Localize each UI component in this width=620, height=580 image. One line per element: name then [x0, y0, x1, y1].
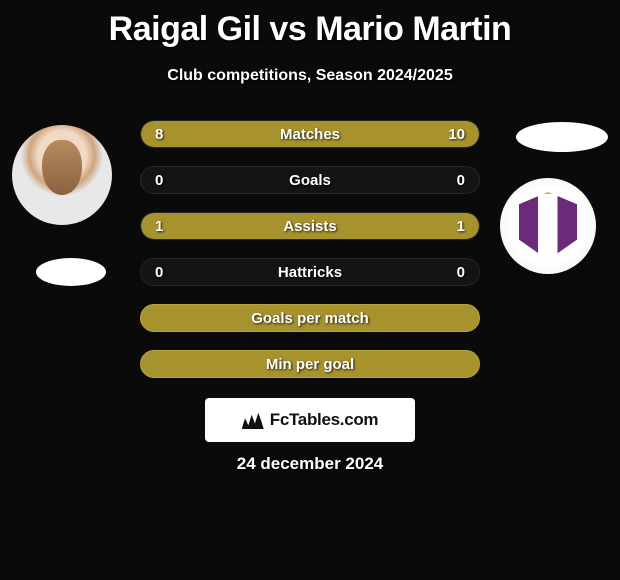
date-label: 24 december 2024 — [0, 454, 620, 474]
stat-label: Hattricks — [175, 264, 445, 281]
crest-shield-icon — [519, 192, 577, 260]
stat-label: Goals — [175, 172, 445, 189]
stat-label: Goals per match — [175, 310, 445, 327]
subtitle: Club competitions, Season 2024/2025 — [0, 67, 620, 85]
stat-row: 0Hattricks0 — [140, 258, 480, 286]
player-left-avatar — [12, 125, 112, 225]
player-left-club-badge — [36, 258, 106, 286]
player-right-name-badge — [516, 122, 608, 152]
stat-value-right: 10 — [445, 126, 465, 143]
watermark: FcTables.com — [205, 398, 415, 442]
player-right-club-crest — [500, 178, 596, 274]
stat-value-left: 0 — [155, 172, 175, 189]
stat-value-right: 0 — [445, 264, 465, 281]
stat-label: Matches — [175, 126, 445, 143]
stat-row: 1Assists1 — [140, 212, 480, 240]
watermark-text: FcTables.com — [270, 410, 379, 430]
stat-value-right: 0 — [445, 172, 465, 189]
stat-label: Assists — [175, 218, 445, 235]
stat-row: Goals per match — [140, 304, 480, 332]
stat-value-left: 0 — [155, 264, 175, 281]
stat-value-left: 8 — [155, 126, 175, 143]
stat-row: Min per goal — [140, 350, 480, 378]
stat-value-right: 1 — [445, 218, 465, 235]
page-title: Raigal Gil vs Mario Martin — [0, 0, 620, 49]
stats-comparison-list: 8Matches100Goals01Assists10Hattricks0Goa… — [140, 120, 480, 396]
stat-value-left: 1 — [155, 218, 175, 235]
stat-row: 8Matches10 — [140, 120, 480, 148]
stat-label: Min per goal — [175, 356, 445, 373]
chart-icon — [242, 411, 264, 429]
stat-row: 0Goals0 — [140, 166, 480, 194]
